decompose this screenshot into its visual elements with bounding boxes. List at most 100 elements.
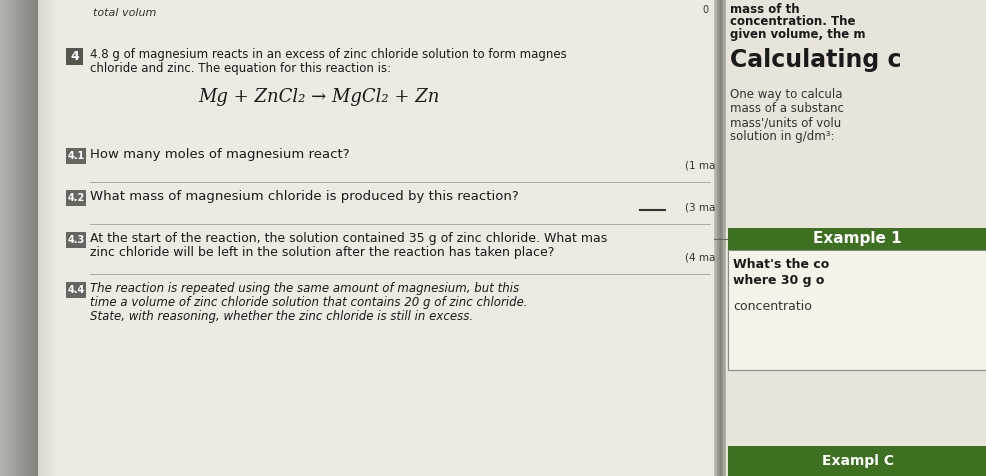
Bar [32,0,33,476]
Bar [66,190,86,206]
Bar [20,0,21,476]
Bar [66,148,86,164]
Bar [53,0,54,476]
Text: 4.1: 4.1 [67,151,85,161]
Text: What's the co: What's the co [733,258,828,271]
Bar [9,0,10,476]
Bar [715,0,716,476]
Text: mass'/units of volu: mass'/units of volu [730,116,840,129]
Text: concentration. The: concentration. The [730,15,855,28]
Text: time a volume of zinc chloride solution that contains 20 g of zinc chloride.: time a volume of zinc chloride solution … [90,296,528,309]
Bar [1,0,2,476]
Text: 4.2: 4.2 [67,193,85,203]
Text: The reaction is repeated using the same amount of magnesium, but this: The reaction is repeated using the same … [90,282,519,295]
Bar [18,0,19,476]
Bar [35,0,36,476]
Bar [14,0,15,476]
Bar [40,0,41,476]
Bar [6,0,7,476]
Bar [47,0,48,476]
Text: zinc chloride will be left in the solution after the reaction has taken place?: zinc chloride will be left in the soluti… [90,246,554,259]
Bar [717,0,718,476]
Text: total volum: total volum [93,8,156,18]
Bar [714,0,715,476]
Bar [719,0,720,476]
Bar [0,0,1,476]
Text: 4.4: 4.4 [67,285,85,295]
Bar [49,0,50,476]
Text: (1 ma: (1 ma [684,160,714,170]
Bar [46,0,47,476]
Text: where 30 g o: where 30 g o [733,274,823,287]
Bar [66,48,83,65]
Text: Mg + ZnCl₂ → MgCl₂ + Zn: Mg + ZnCl₂ → MgCl₂ + Zn [198,88,439,106]
Bar [728,446,986,476]
Bar [719,0,986,476]
Bar [5,0,6,476]
Bar [2,0,3,476]
Bar [4,0,5,476]
Bar [38,0,719,476]
Bar [19,0,20,476]
Bar [31,0,32,476]
Bar [66,232,86,248]
Bar [10,0,11,476]
Text: 0: 0 [701,5,707,15]
Bar [722,0,723,476]
Text: What mass of magnesium chloride is produced by this reaction?: What mass of magnesium chloride is produ… [90,190,519,203]
Text: One way to calcula: One way to calcula [730,88,842,101]
Text: mass of a substanc: mass of a substanc [730,102,843,115]
Bar [48,0,49,476]
Bar [13,0,14,476]
Bar [3,0,4,476]
Bar [54,0,55,476]
Text: solution in g/dm³:: solution in g/dm³: [730,130,833,143]
Bar [716,0,717,476]
Bar [34,0,35,476]
Bar [52,0,53,476]
Bar [8,0,9,476]
Text: 4: 4 [70,50,79,63]
Bar [718,0,719,476]
Bar [725,0,726,476]
Bar [22,0,23,476]
Bar [724,0,725,476]
Text: 4.3: 4.3 [67,235,85,245]
Bar [36,0,38,476]
Bar [720,0,722,476]
Bar [38,0,39,476]
Bar [39,0,40,476]
Text: (4 ma: (4 ma [684,252,714,262]
Bar [26,0,27,476]
Bar [45,0,46,476]
Bar [15,0,16,476]
Bar [30,0,31,476]
Bar [24,0,25,476]
Bar [7,0,8,476]
Bar [66,282,86,298]
Text: 4.8 g of magnesium reacts in an excess of zinc chloride solution to form magnes: 4.8 g of magnesium reacts in an excess o… [90,48,566,61]
Bar [44,0,45,476]
Bar [728,228,986,250]
Bar [57,0,58,476]
Text: At the start of the reaction, the solution contained 35 g of zinc chloride. What: At the start of the reaction, the soluti… [90,232,606,245]
Text: Exampl C: Exampl C [820,454,892,468]
Bar [29,0,30,476]
Bar [11,0,12,476]
Bar [23,0,24,476]
Bar [17,0,18,476]
Bar [12,0,13,476]
Bar [27,0,28,476]
Bar [55,0,56,476]
Bar [713,0,714,476]
Bar [723,0,724,476]
Bar [42,0,43,476]
Bar [51,0,52,476]
Text: How many moles of magnesium react?: How many moles of magnesium react? [90,148,349,161]
Text: (3 ma: (3 ma [684,202,714,212]
Bar [25,0,26,476]
Bar [28,0,29,476]
Bar [41,0,42,476]
Text: Example 1: Example 1 [812,231,901,247]
Text: State, with reasoning, whether the zinc chloride is still in excess.: State, with reasoning, whether the zinc … [90,310,472,323]
